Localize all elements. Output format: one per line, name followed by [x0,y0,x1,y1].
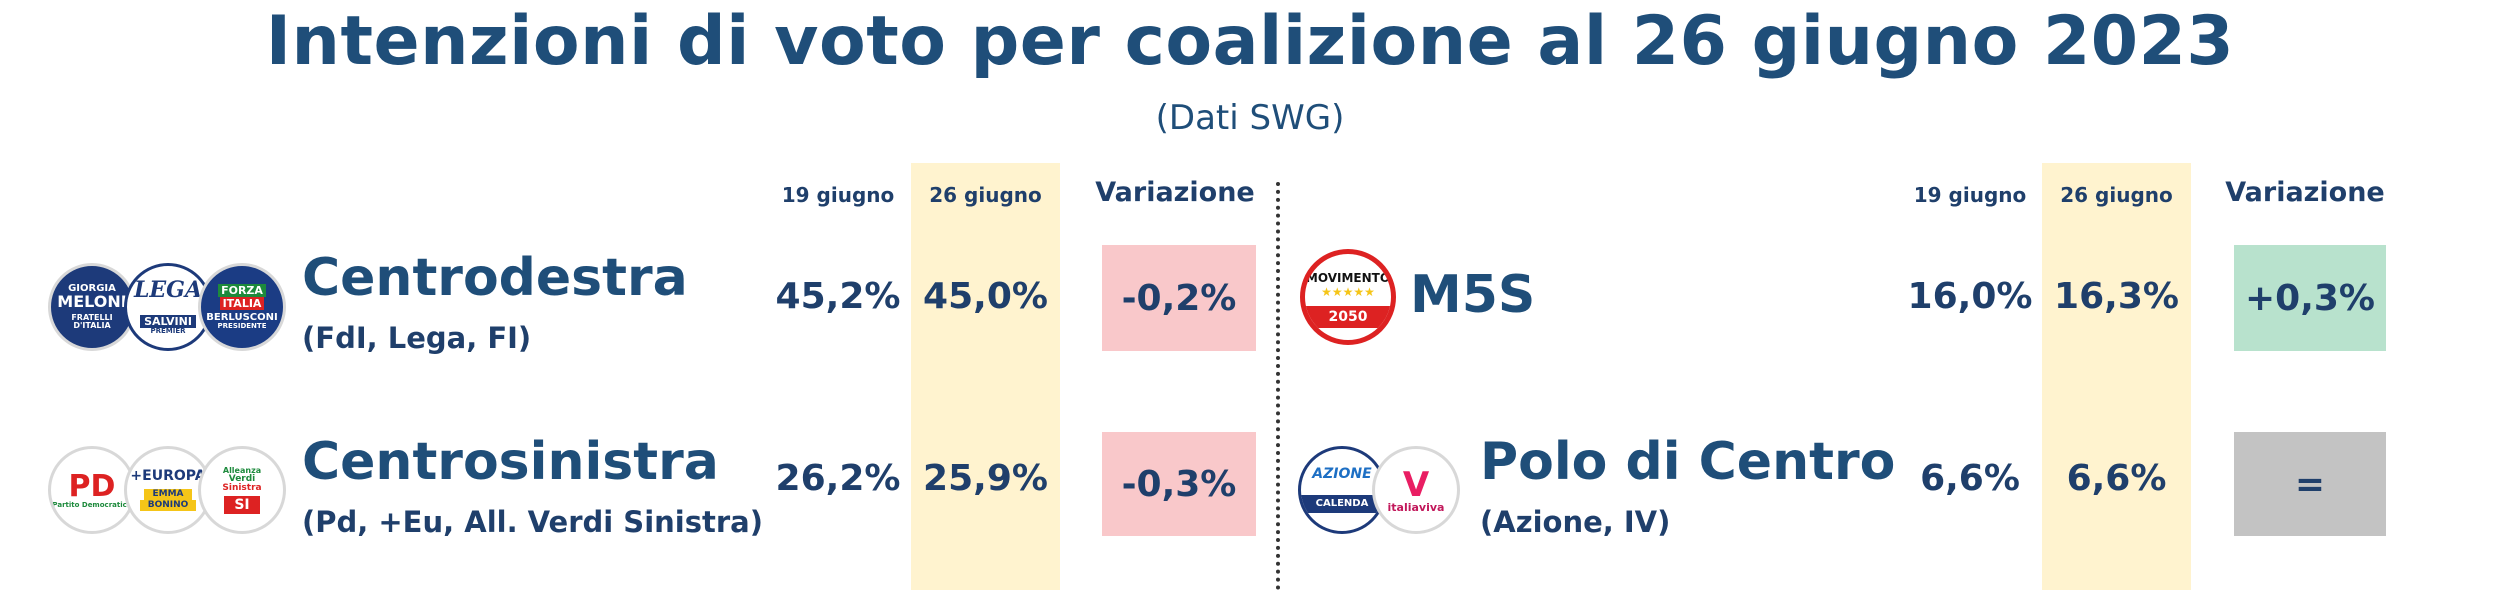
column-header-prev: 19 giugno [781,183,895,207]
column-header-prev: 19 giugno [1913,183,2027,207]
forza-italia-logo: FORZA ITALIA BERLUSCONI PRESIDENTE [198,263,286,351]
value-prev: 45,2% [775,276,901,317]
column-header-curr: 26 giugno [929,183,1042,207]
column-header-change: Variazione [2225,177,2385,208]
value-curr: 25,9% [923,458,1048,499]
change-badge: = [2234,432,2386,536]
column-header-change: Variazione [1095,177,1255,208]
coalition-row-centrodestra: GIORGIA MELONI FRATELLI D'ITALIA LEGA SA… [40,245,1280,365]
value-curr: 45,0% [923,276,1048,317]
coalition-name: Polo di Centro [1480,432,1896,492]
column-divider [1276,182,1280,590]
movimento-5-stelle-logo: MOVIMENTO ★★★★★ 2050 [1300,249,1396,345]
change-badge: +0,3% [2234,245,2386,351]
current-column-band-left [911,163,1060,590]
current-column-band-right [2042,163,2191,590]
partito-democratico-logo: PD Partito Democratico [48,446,136,534]
coalition-row-polo-di-centro: AZIONE CALENDA V italiaviva Polo di Cent… [1290,432,2490,562]
change-badge: -0,2% [1102,245,1256,351]
change-badge: -0,3% [1102,432,1256,536]
fratelli-ditalia-logo: GIORGIA MELONI FRATELLI D'ITALIA [48,263,136,351]
coalition-parties: (Pd, +Eu, All. Verdi Sinistra) [302,505,763,539]
alleanza-verdi-sinistra-logo: Alleanza Verdi Sinistra SI [198,446,286,534]
value-prev: 26,2% [775,458,901,499]
value-curr: 16,3% [2054,276,2179,317]
coalition-parties: (FdI, Lega, FI) [302,321,532,355]
coalition-row-centrosinistra: PD Partito Democratico +EUROPA EMMA BONI… [40,432,1280,562]
coalition-row-m5s: MOVIMENTO ★★★★★ 2050 M5S 16,0% 16,3% +0,… [1290,245,2490,365]
lega-logo: LEGA SALVINI PREMIER [124,263,212,351]
value-prev: 16,0% [1907,276,2033,317]
column-header-curr: 26 giugno [2060,183,2173,207]
coalition-name: Centrodestra [302,248,688,308]
italia-viva-logo: V italiaviva [1372,446,1460,534]
coalition-name: Centrosinistra [302,432,719,492]
azione-logo: AZIONE CALENDA [1298,446,1386,534]
value-curr: 6,6% [2066,458,2167,499]
page-title: Intenzioni di voto per coalizione al 26 … [265,2,2235,81]
coalition-name: M5S [1410,265,1536,325]
coalition-parties: (Azione, IV) [1480,505,1671,539]
value-prev: 6,6% [1920,458,2020,499]
page-subtitle: (Dati SWG) [1155,98,1345,138]
